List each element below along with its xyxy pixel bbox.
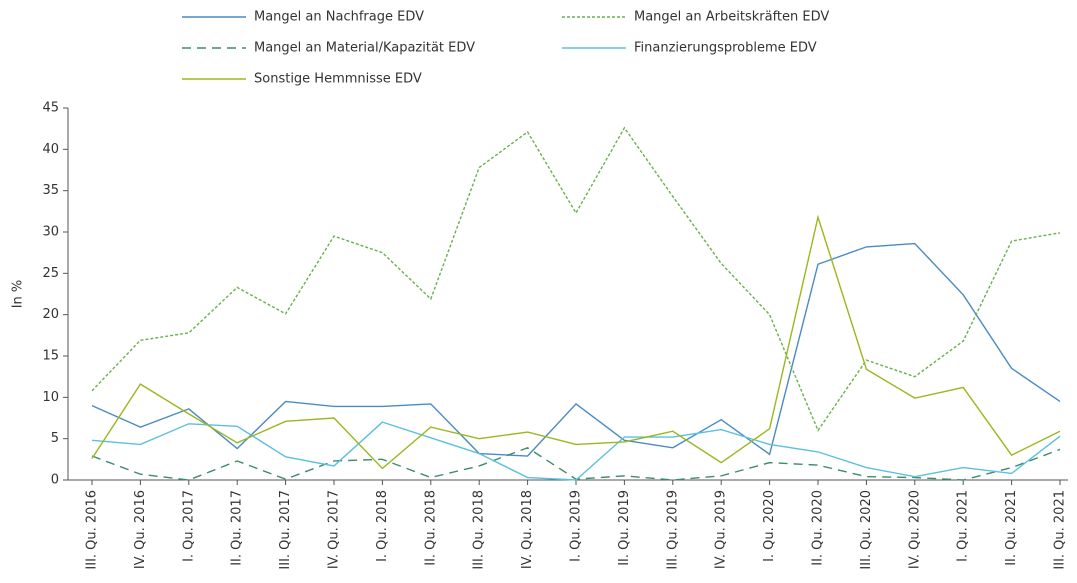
x-tick-label: II. Qu. 2020 [811,490,826,566]
legend-label: Finanzierungsprobleme EDV [634,41,817,56]
x-tick-label: II. Qu. 2017 [230,490,245,566]
x-tick-label: IV. Qu. 2016 [133,490,148,569]
x-tick-label: III. Qu. 2016 [85,490,100,570]
x-tick-label: I. Qu. 2021 [956,490,971,562]
x-tick-label: I. Qu. 2017 [181,490,196,562]
y-tick-label: 25 [42,266,59,281]
legend-label: Sonstige Hemmnisse EDV [254,72,422,87]
x-tick-label: I. Qu. 2018 [375,490,390,562]
y-tick-label: 45 [42,101,59,116]
y-tick-label: 5 [51,431,59,446]
x-tick-label: II. Qu. 2019 [617,490,632,566]
series-line [91,446,1061,481]
series-line [91,214,1061,470]
y-tick-label: 35 [42,183,59,198]
y-tick-label: 0 [51,473,59,488]
y-tick-label: 10 [42,390,59,405]
x-tick-label: II. Qu. 2018 [423,490,438,566]
y-axis-label: In % [11,280,26,309]
x-tick-label: II. Qu. 2021 [1004,490,1019,566]
legend-label: Mangel an Material/Kapazität EDV [254,41,475,56]
x-tick-label: III. Qu. 2018 [472,490,487,570]
y-tick-label: 20 [42,307,59,322]
series-line [91,421,1061,481]
x-tick-label: IV. Qu. 2017 [327,490,342,569]
x-tick-label: III. Qu. 2019 [665,490,680,570]
x-tick-label: I. Qu. 2019 [569,490,584,562]
series-line [91,126,1061,432]
y-tick-label: 30 [42,225,59,240]
legend-label: Mangel an Arbeitskräften EDV [634,10,829,25]
x-tick-label: IV. Qu. 2020 [907,490,922,569]
x-tick-label: III. Qu. 2021 [1053,490,1068,570]
x-tick-label: IV. Qu. 2019 [714,490,729,569]
x-tick-label: IV. Qu. 2018 [520,490,535,569]
legend-label: Mangel an Nachfrage EDV [254,10,424,25]
y-tick-label: 40 [42,142,59,157]
x-tick-label: I. Qu. 2020 [762,490,777,562]
y-tick-label: 15 [42,349,59,364]
series-line [91,242,1061,457]
x-tick-label: III. Qu. 2020 [859,490,874,570]
x-tick-label: III. Qu. 2017 [278,490,293,570]
